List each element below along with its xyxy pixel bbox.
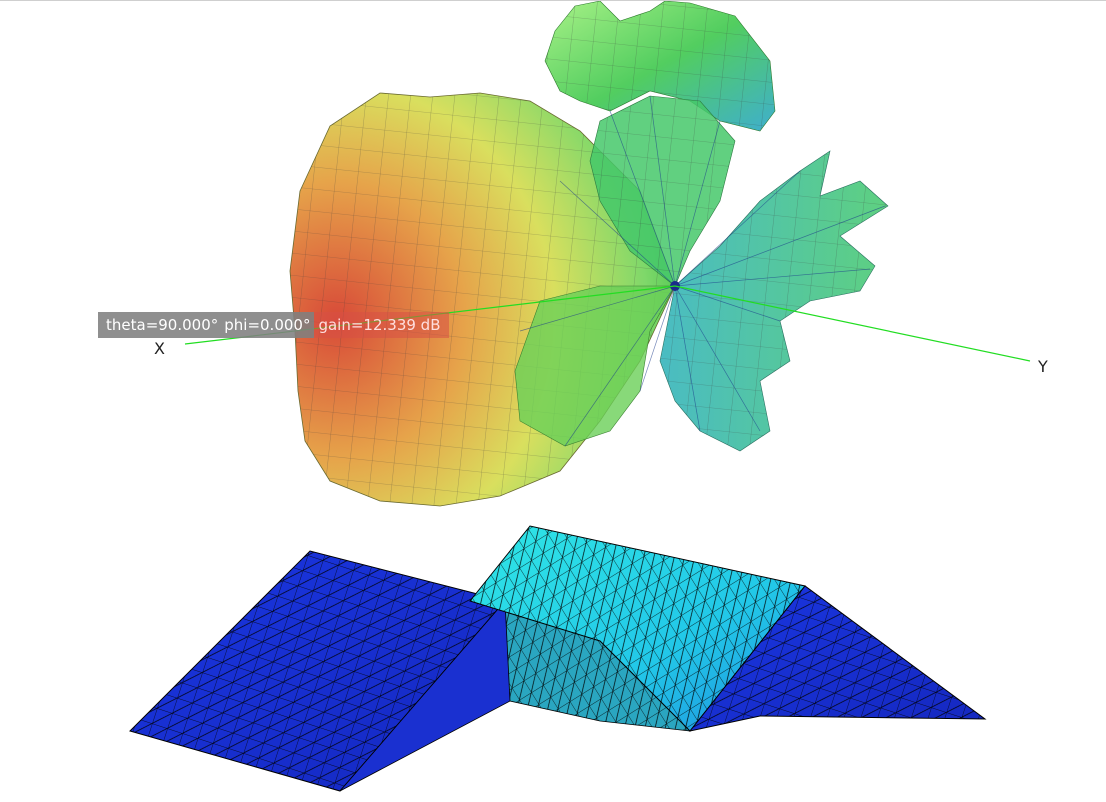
- gain-readout: gain=12.339 dB: [318, 316, 441, 334]
- y-axis-label: Y: [1038, 357, 1048, 376]
- antenna-mesh-surface[interactable]: [129, 525, 987, 792]
- radiation-pattern-surface[interactable]: [289, 1, 889, 507]
- theta-readout: theta=90.000°: [106, 316, 219, 334]
- x-axis-label: X: [154, 339, 165, 358]
- y-axis-line: [674, 285, 1031, 362]
- phi-readout: phi=0.000°: [224, 316, 311, 334]
- gain-readout-tooltip: theta=90.000° phi=0.000° gain=12.339 dB: [98, 312, 449, 338]
